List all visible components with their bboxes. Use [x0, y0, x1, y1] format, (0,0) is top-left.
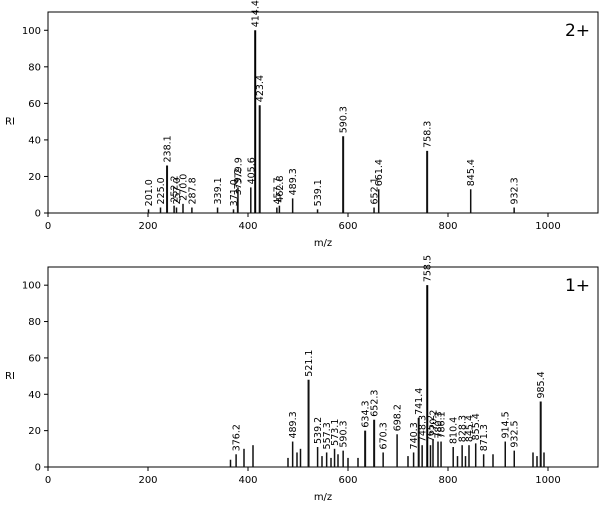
peak-label: 423.4 — [255, 75, 266, 102]
x-tick-label: 800 — [438, 475, 457, 486]
y-tick-label: 0 — [35, 209, 41, 220]
x-tick-label: 0 — [45, 221, 51, 232]
x-tick-label: 1000 — [535, 475, 560, 486]
peak-label: 462.8 — [275, 175, 286, 202]
x-axis-label: m/z — [314, 492, 332, 503]
peak-label: 270.0 — [179, 174, 190, 201]
peak-label: 257.0 — [172, 177, 183, 204]
peak-label: 590.3 — [339, 420, 350, 447]
y-tick-label: 0 — [35, 463, 41, 474]
x-tick-label: 200 — [138, 221, 157, 232]
x-tick-label: 1000 — [535, 221, 560, 232]
peak-label: 379.2 — [233, 168, 244, 195]
peak-label: 810.4 — [449, 417, 460, 444]
y-tick-label: 100 — [22, 26, 41, 37]
peak-label: 489.3 — [288, 168, 299, 195]
peak-label: 845.4 — [466, 159, 477, 186]
peak-label: 740.3 — [409, 422, 420, 449]
peak-label: 741.4 — [414, 388, 425, 415]
peak-label: 845.4 — [465, 415, 476, 442]
peak-label: 252.2 — [170, 175, 181, 202]
peak-label: 414.4 — [251, 0, 262, 27]
peak-label: 828.3 — [458, 415, 469, 442]
peak-label: 201.0 — [144, 179, 155, 206]
x-axis-label: m/z — [314, 238, 332, 249]
peak-label: 405.6 — [246, 157, 257, 184]
x-tick-label: 600 — [338, 475, 357, 486]
peak-label: 765.2 — [426, 415, 437, 442]
peak-label: 758.5 — [423, 255, 434, 282]
y-tick-label: 20 — [28, 172, 41, 183]
plot-frame — [47, 11, 599, 214]
peak-label: 238.1 — [163, 135, 174, 162]
y-tick-label: 100 — [22, 281, 41, 292]
peak-label: 914.5 — [501, 411, 512, 438]
peak-label: 652.1 — [370, 177, 381, 204]
charge-state-label: 2+ — [565, 21, 590, 41]
peak-label: 457.7 — [272, 177, 283, 204]
peak-label: 557.3 — [322, 422, 333, 449]
y-axis-label: RI — [5, 117, 15, 128]
peak-label: 376.2 — [232, 424, 243, 451]
y-tick-label: 80 — [28, 62, 41, 73]
x-tick-label: 400 — [238, 475, 257, 486]
peak-label: 489.3 — [288, 411, 299, 438]
peak-label: 225.0 — [156, 177, 167, 204]
x-tick-label: 0 — [45, 475, 51, 486]
peak-label: 855.4 — [471, 413, 482, 440]
peak-label: 758.3 — [423, 121, 434, 148]
y-tick-label: 60 — [28, 353, 41, 364]
peak-label: 287.8 — [187, 177, 198, 204]
peak-label: 871.3 — [479, 424, 490, 451]
peak-label: 573.1 — [330, 419, 341, 446]
peak-label: 590.3 — [339, 106, 350, 133]
charge-state-label: 1+ — [565, 276, 590, 296]
peak-label: 748.3 — [418, 415, 429, 442]
x-tick-label: 600 — [338, 221, 357, 232]
peak-label: 780.3 — [434, 411, 445, 438]
peak-label: 698.2 — [393, 404, 404, 431]
peak-label: 371.0 — [229, 179, 240, 206]
peak-label: 521.1 — [304, 350, 315, 377]
peak-label: 652.3 — [370, 390, 381, 417]
peak-label: 661.4 — [374, 159, 385, 186]
peak-label: 539.2 — [313, 417, 324, 444]
peak-label: 985.4 — [536, 371, 547, 398]
plot-frame — [47, 266, 599, 468]
y-tick-label: 80 — [28, 317, 41, 328]
peak-label: 786.1 — [437, 411, 448, 438]
y-tick-label: 40 — [28, 135, 41, 146]
x-tick-label: 400 — [238, 221, 257, 232]
y-tick-label: 20 — [28, 426, 41, 437]
peak-label: 770.2 — [429, 410, 440, 437]
peak-label: 539.1 — [313, 179, 324, 206]
peak-label: 379.9 — [233, 157, 244, 184]
y-tick-label: 40 — [28, 390, 41, 401]
x-tick-label: 200 — [138, 475, 157, 486]
peak-label: 634.3 — [361, 400, 372, 427]
x-tick-label: 800 — [438, 221, 457, 232]
peak-label: 932.3 — [510, 177, 521, 204]
y-tick-label: 60 — [28, 99, 41, 110]
peak-label: 670.3 — [379, 422, 390, 449]
peak-label: 339.1 — [213, 177, 224, 204]
y-axis-label: RI — [5, 371, 15, 382]
peak-label: 932.5 — [510, 420, 521, 447]
